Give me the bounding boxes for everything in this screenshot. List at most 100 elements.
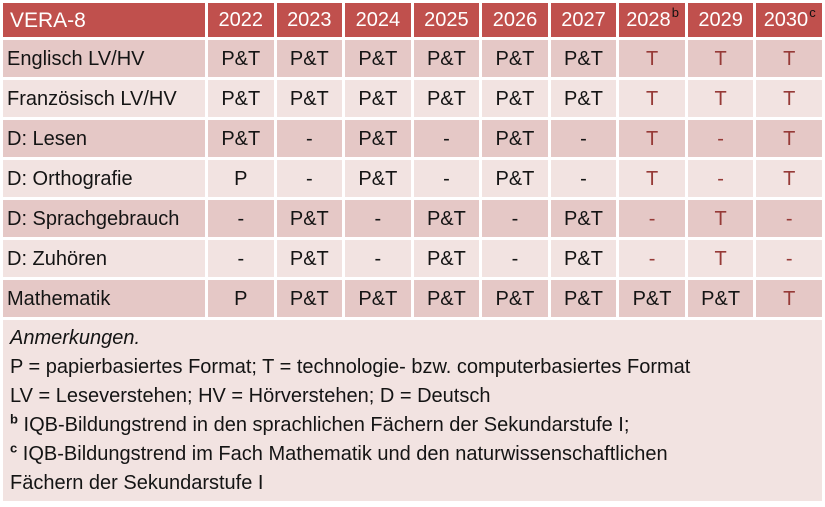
format-cell: P&T	[276, 280, 343, 317]
row-label: D: Orthografie	[3, 160, 205, 197]
format-cell: P&T	[550, 80, 617, 117]
format-cell: P&T	[482, 80, 548, 117]
format-cell: T	[756, 160, 822, 197]
format-cell: -	[482, 240, 548, 277]
table-header: VERA-8 2022 2023 2024 2025 2026 2027 2028b 2029…	[3, 3, 822, 37]
footnote-marker-c: c	[10, 440, 18, 456]
format-cell: -	[756, 200, 822, 237]
year-header-2030: 2030c	[756, 3, 822, 37]
note-line: c IQB-Bildungstrend im Fach Mathematik u…	[10, 440, 668, 465]
format-cell: P&T	[687, 280, 754, 317]
format-cell: -	[687, 160, 754, 197]
year-header-2025: 2025	[413, 3, 480, 37]
format-cell: -	[550, 120, 617, 157]
format-cell: P&T	[482, 120, 548, 157]
format-cell: P&T	[413, 240, 480, 277]
year-label: 2026	[492, 9, 538, 31]
year-label: 2022	[218, 9, 264, 31]
note-line: Fächern der Sekundarstufe I	[10, 472, 264, 494]
format-cell: P&T	[208, 120, 274, 157]
format-cell: P	[208, 160, 274, 197]
format-cell: -	[413, 160, 480, 197]
format-cell: P&T	[550, 280, 617, 317]
format-cell: P&T	[413, 80, 480, 117]
format-cell: P&T	[276, 40, 343, 77]
format-cell: -	[482, 200, 548, 237]
format-cell: P&T	[482, 280, 548, 317]
format-cell: P&T	[345, 80, 411, 117]
table-row: Französisch LV/HV P&T P&T P&T P&T P&T P&T T T T	[3, 80, 822, 117]
format-cell: T	[756, 80, 822, 117]
year-label: 2024	[355, 9, 401, 31]
table-row: Mathematik P P&T P&T P&T P&T P&T P&T P&T T	[3, 280, 822, 317]
row-label: Französisch LV/HV	[3, 80, 205, 117]
format-cell: T	[756, 280, 822, 317]
year-label: 2029	[698, 9, 743, 31]
year-header-2026: 2026	[482, 3, 548, 37]
format-cell: P&T	[276, 80, 343, 117]
format-cell: -	[619, 240, 685, 277]
format-cell: T	[756, 40, 822, 77]
footnote-marker-c: c	[809, 5, 816, 21]
year-label: 2023	[287, 9, 332, 31]
format-cell: -	[413, 120, 480, 157]
table-row: D: Sprachgebrauch - P&T - P&T - P&T - T -	[3, 200, 822, 237]
notes-heading: Anmerkungen.	[10, 327, 141, 349]
format-cell: P&T	[276, 240, 343, 277]
format-cell: -	[345, 200, 411, 237]
table-header-row: VERA-8 2022 2023 2024 2025 2026 2027 2028b 2029…	[3, 3, 822, 37]
table-row: D: Zuhören - P&T - P&T - P&T - T -	[3, 240, 822, 277]
format-cell: P&T	[550, 240, 617, 277]
format-cell: T	[687, 240, 754, 277]
note-line: LV = Leseverstehen; HV = Hörverstehen; D…	[10, 385, 491, 407]
note-line: P = papierbasiertes Format; T = technolo…	[10, 356, 691, 378]
year-label: 2030	[763, 9, 809, 31]
note-line: b IQB-Bildungstrend in den sprachlichen …	[10, 411, 630, 436]
footnote-marker-b: b	[10, 411, 18, 427]
format-cell: P&T	[276, 200, 343, 237]
table-row: Englisch LV/HV P&T P&T P&T P&T P&T P&T T T T	[3, 40, 822, 77]
year-header-2024: 2024	[345, 3, 411, 37]
format-cell: -	[208, 200, 274, 237]
format-cell: -	[276, 160, 343, 197]
format-cell: T	[619, 40, 685, 77]
row-label: D: Lesen	[3, 120, 205, 157]
format-cell: P	[208, 280, 274, 317]
year-label: 2027	[561, 9, 606, 31]
row-label: D: Zuhören	[3, 240, 205, 277]
format-cell: P&T	[208, 80, 274, 117]
year-header-2023: 2023	[276, 3, 343, 37]
row-label: Englisch LV/HV	[3, 40, 205, 77]
footnote-marker-b: b	[671, 5, 679, 21]
format-cell: P&T	[482, 160, 548, 197]
format-cell: -	[550, 160, 617, 197]
format-cell: T	[756, 120, 822, 157]
format-cell: P&T	[413, 40, 480, 77]
row-label: Mathematik	[3, 280, 205, 317]
format-cell: -	[756, 240, 822, 277]
format-cell: -	[276, 120, 343, 157]
format-cell: P&T	[413, 280, 480, 317]
year-label: 2028	[626, 9, 671, 31]
format-cell: P&T	[345, 120, 411, 157]
table-body: Englisch LV/HV P&T P&T P&T P&T P&T P&T T T T Franz…	[3, 40, 822, 317]
table-row: D: Orthografie P - P&T - P&T - T - T	[3, 160, 822, 197]
year-header-2027: 2027	[550, 3, 617, 37]
year-header-2029: 2029	[687, 3, 754, 37]
format-cell: T	[687, 200, 754, 237]
year-label: 2025	[424, 9, 469, 31]
format-cell: P&T	[482, 40, 548, 77]
format-cell: T	[687, 80, 754, 117]
format-cell: P&T	[208, 40, 274, 77]
format-cell: T	[619, 80, 685, 117]
format-cell: T	[619, 120, 685, 157]
format-cell: P&T	[550, 40, 617, 77]
format-cell: P&T	[619, 280, 685, 317]
format-cell: -	[619, 200, 685, 237]
format-cell: P&T	[550, 200, 617, 237]
format-cell: -	[345, 240, 411, 277]
format-cell: T	[687, 40, 754, 77]
row-label: D: Sprachgebrauch	[3, 200, 205, 237]
format-cell: P&T	[345, 280, 411, 317]
format-cell: P&T	[345, 160, 411, 197]
